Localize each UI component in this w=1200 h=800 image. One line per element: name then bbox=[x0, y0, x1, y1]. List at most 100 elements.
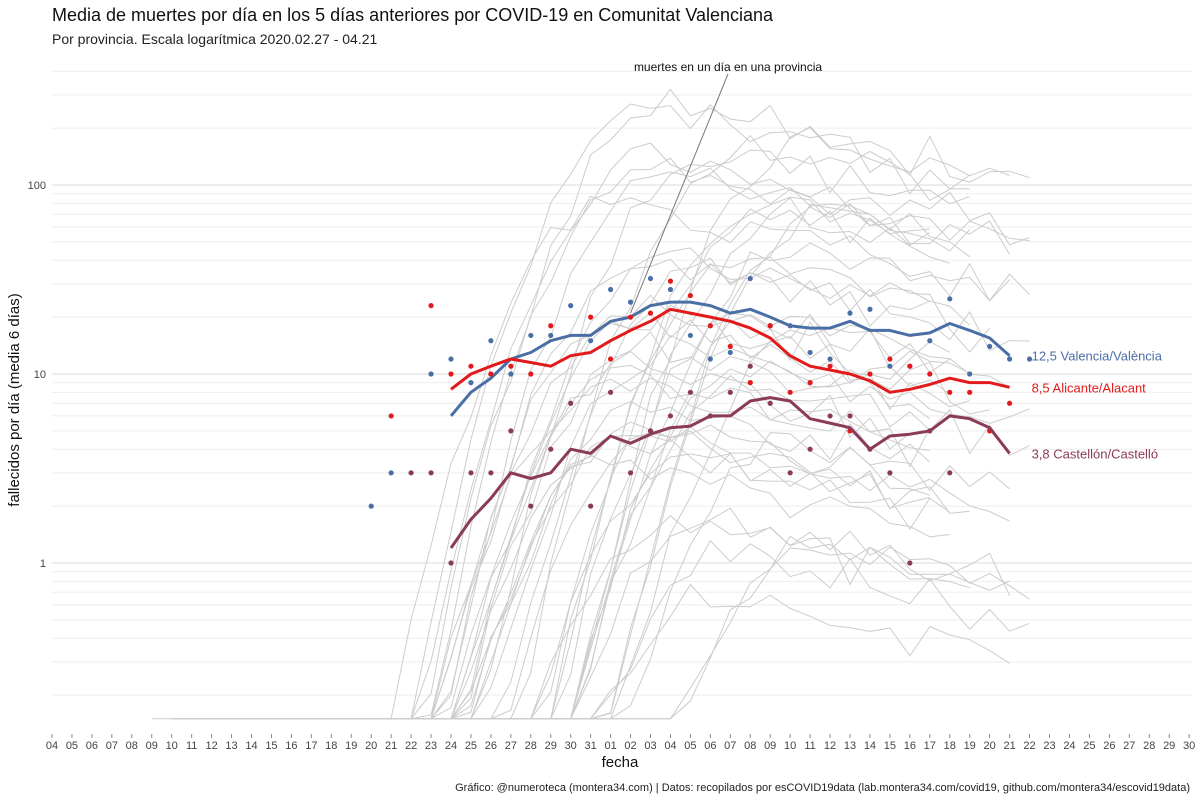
context-line bbox=[391, 88, 1030, 720]
context-line bbox=[371, 157, 1011, 720]
x-tick-label: 31 bbox=[585, 740, 597, 752]
context-line bbox=[411, 294, 951, 720]
context-line bbox=[351, 103, 970, 720]
series-point bbox=[468, 470, 474, 476]
context-line bbox=[291, 453, 951, 720]
context-line bbox=[390, 195, 1010, 719]
series-line bbox=[449, 396, 1011, 549]
series-point bbox=[887, 363, 893, 369]
x-tick-label: 15 bbox=[265, 740, 277, 752]
series-point bbox=[368, 503, 374, 509]
x-tick-label: 20 bbox=[984, 740, 996, 752]
x-tick-label: 11 bbox=[804, 740, 815, 752]
annotation-leader bbox=[630, 73, 729, 314]
grid-lines bbox=[52, 70, 1192, 696]
series-point bbox=[468, 380, 474, 386]
x-tick-label: 03 bbox=[644, 740, 656, 752]
x-tick-label: 22 bbox=[1023, 740, 1035, 752]
series-point bbox=[767, 323, 773, 329]
series-point bbox=[787, 389, 793, 395]
context-line bbox=[271, 360, 1030, 720]
series-point bbox=[727, 343, 733, 349]
series-point bbox=[468, 363, 474, 369]
series-point bbox=[1007, 356, 1013, 362]
context-line bbox=[311, 334, 970, 720]
x-tick-label: 04 bbox=[46, 740, 58, 752]
series-point bbox=[947, 296, 953, 302]
x-tick-label: 21 bbox=[385, 740, 397, 752]
series-line bbox=[449, 300, 1011, 417]
x-tick-label: 22 bbox=[405, 740, 417, 752]
x-tick-label: 30 bbox=[1183, 740, 1195, 752]
x-tick-label: 17 bbox=[305, 740, 317, 752]
x-tick-label: 21 bbox=[1003, 740, 1015, 752]
series-point bbox=[588, 338, 594, 344]
series-point bbox=[608, 356, 614, 362]
x-tick-label: 05 bbox=[66, 740, 78, 752]
series-point bbox=[1026, 356, 1033, 362]
series-point bbox=[747, 275, 753, 282]
series-point bbox=[907, 560, 913, 566]
x-tick-label: 19 bbox=[345, 740, 357, 752]
x-tick-label: 28 bbox=[525, 740, 537, 752]
series-label: 12,5 Valencia/València bbox=[1032, 349, 1163, 364]
series-point bbox=[508, 363, 514, 369]
series-point bbox=[747, 363, 753, 369]
x-tick-label: 06 bbox=[86, 740, 98, 752]
series-point bbox=[647, 428, 654, 434]
series-point bbox=[807, 446, 813, 452]
series-point bbox=[1007, 400, 1013, 406]
context-lines bbox=[151, 88, 1030, 720]
context-line bbox=[171, 197, 931, 720]
chart-subtitle: Por provincia. Escala logarítmica 2020.0… bbox=[52, 31, 378, 47]
context-line bbox=[191, 535, 1010, 720]
context-line bbox=[171, 126, 1010, 720]
x-tick-label: 24 bbox=[1063, 740, 1075, 752]
x-tick-label: 16 bbox=[904, 740, 916, 752]
series-point bbox=[827, 356, 833, 362]
series-layer: 12,5 Valencia/València 8,5 Alicante/Alaca… bbox=[368, 60, 1163, 566]
x-tick-label: 13 bbox=[844, 740, 856, 752]
series-point bbox=[388, 470, 394, 476]
series-point bbox=[727, 349, 733, 356]
context-line bbox=[411, 454, 950, 720]
context-line bbox=[191, 401, 931, 720]
series-label: 3,8 Castellón/Castelló bbox=[1032, 446, 1158, 461]
series-point bbox=[568, 303, 574, 309]
x-tick-label: 23 bbox=[425, 740, 437, 752]
series-point bbox=[528, 332, 534, 339]
x-tick-label: 26 bbox=[1103, 740, 1115, 752]
x-tick-label: 08 bbox=[126, 740, 138, 752]
series-point bbox=[588, 503, 594, 509]
x-tick-label: 12 bbox=[205, 740, 217, 752]
axes-layer: 1 10 100 04 05 06 07 08 09 10 11 12 13 14 15 16 17 18 19 20… bbox=[28, 180, 1196, 752]
x-tick-label: 27 bbox=[1123, 740, 1135, 752]
x-tick-label: 23 bbox=[1043, 740, 1055, 752]
series-point bbox=[927, 338, 933, 344]
series-point bbox=[827, 363, 833, 369]
y-tick-label: 1 bbox=[40, 558, 46, 570]
annotation-text: muertes en un día en una provincia bbox=[634, 60, 822, 74]
x-tick-label: 02 bbox=[624, 740, 636, 752]
series-point bbox=[667, 278, 674, 284]
series-point bbox=[508, 371, 514, 377]
series-point bbox=[647, 310, 654, 316]
x-tick-label: 27 bbox=[505, 740, 517, 752]
series-point bbox=[548, 323, 554, 329]
x-tick-label: 29 bbox=[1163, 740, 1175, 752]
series-point bbox=[667, 286, 674, 293]
series-point bbox=[528, 371, 534, 377]
x-tick-label: 07 bbox=[724, 740, 736, 752]
x-tick-label: 16 bbox=[285, 740, 297, 752]
y-tick-label: 100 bbox=[28, 180, 46, 192]
series-point bbox=[488, 470, 494, 476]
series-point bbox=[608, 389, 614, 395]
x-tick-label: 10 bbox=[166, 740, 178, 752]
series-point bbox=[987, 343, 993, 349]
series-point bbox=[907, 363, 913, 369]
context-line bbox=[331, 208, 950, 720]
x-axis-label: fecha bbox=[602, 754, 639, 771]
series-point bbox=[608, 286, 614, 293]
series-label: 8,5 Alicante/Alacant bbox=[1032, 380, 1147, 395]
